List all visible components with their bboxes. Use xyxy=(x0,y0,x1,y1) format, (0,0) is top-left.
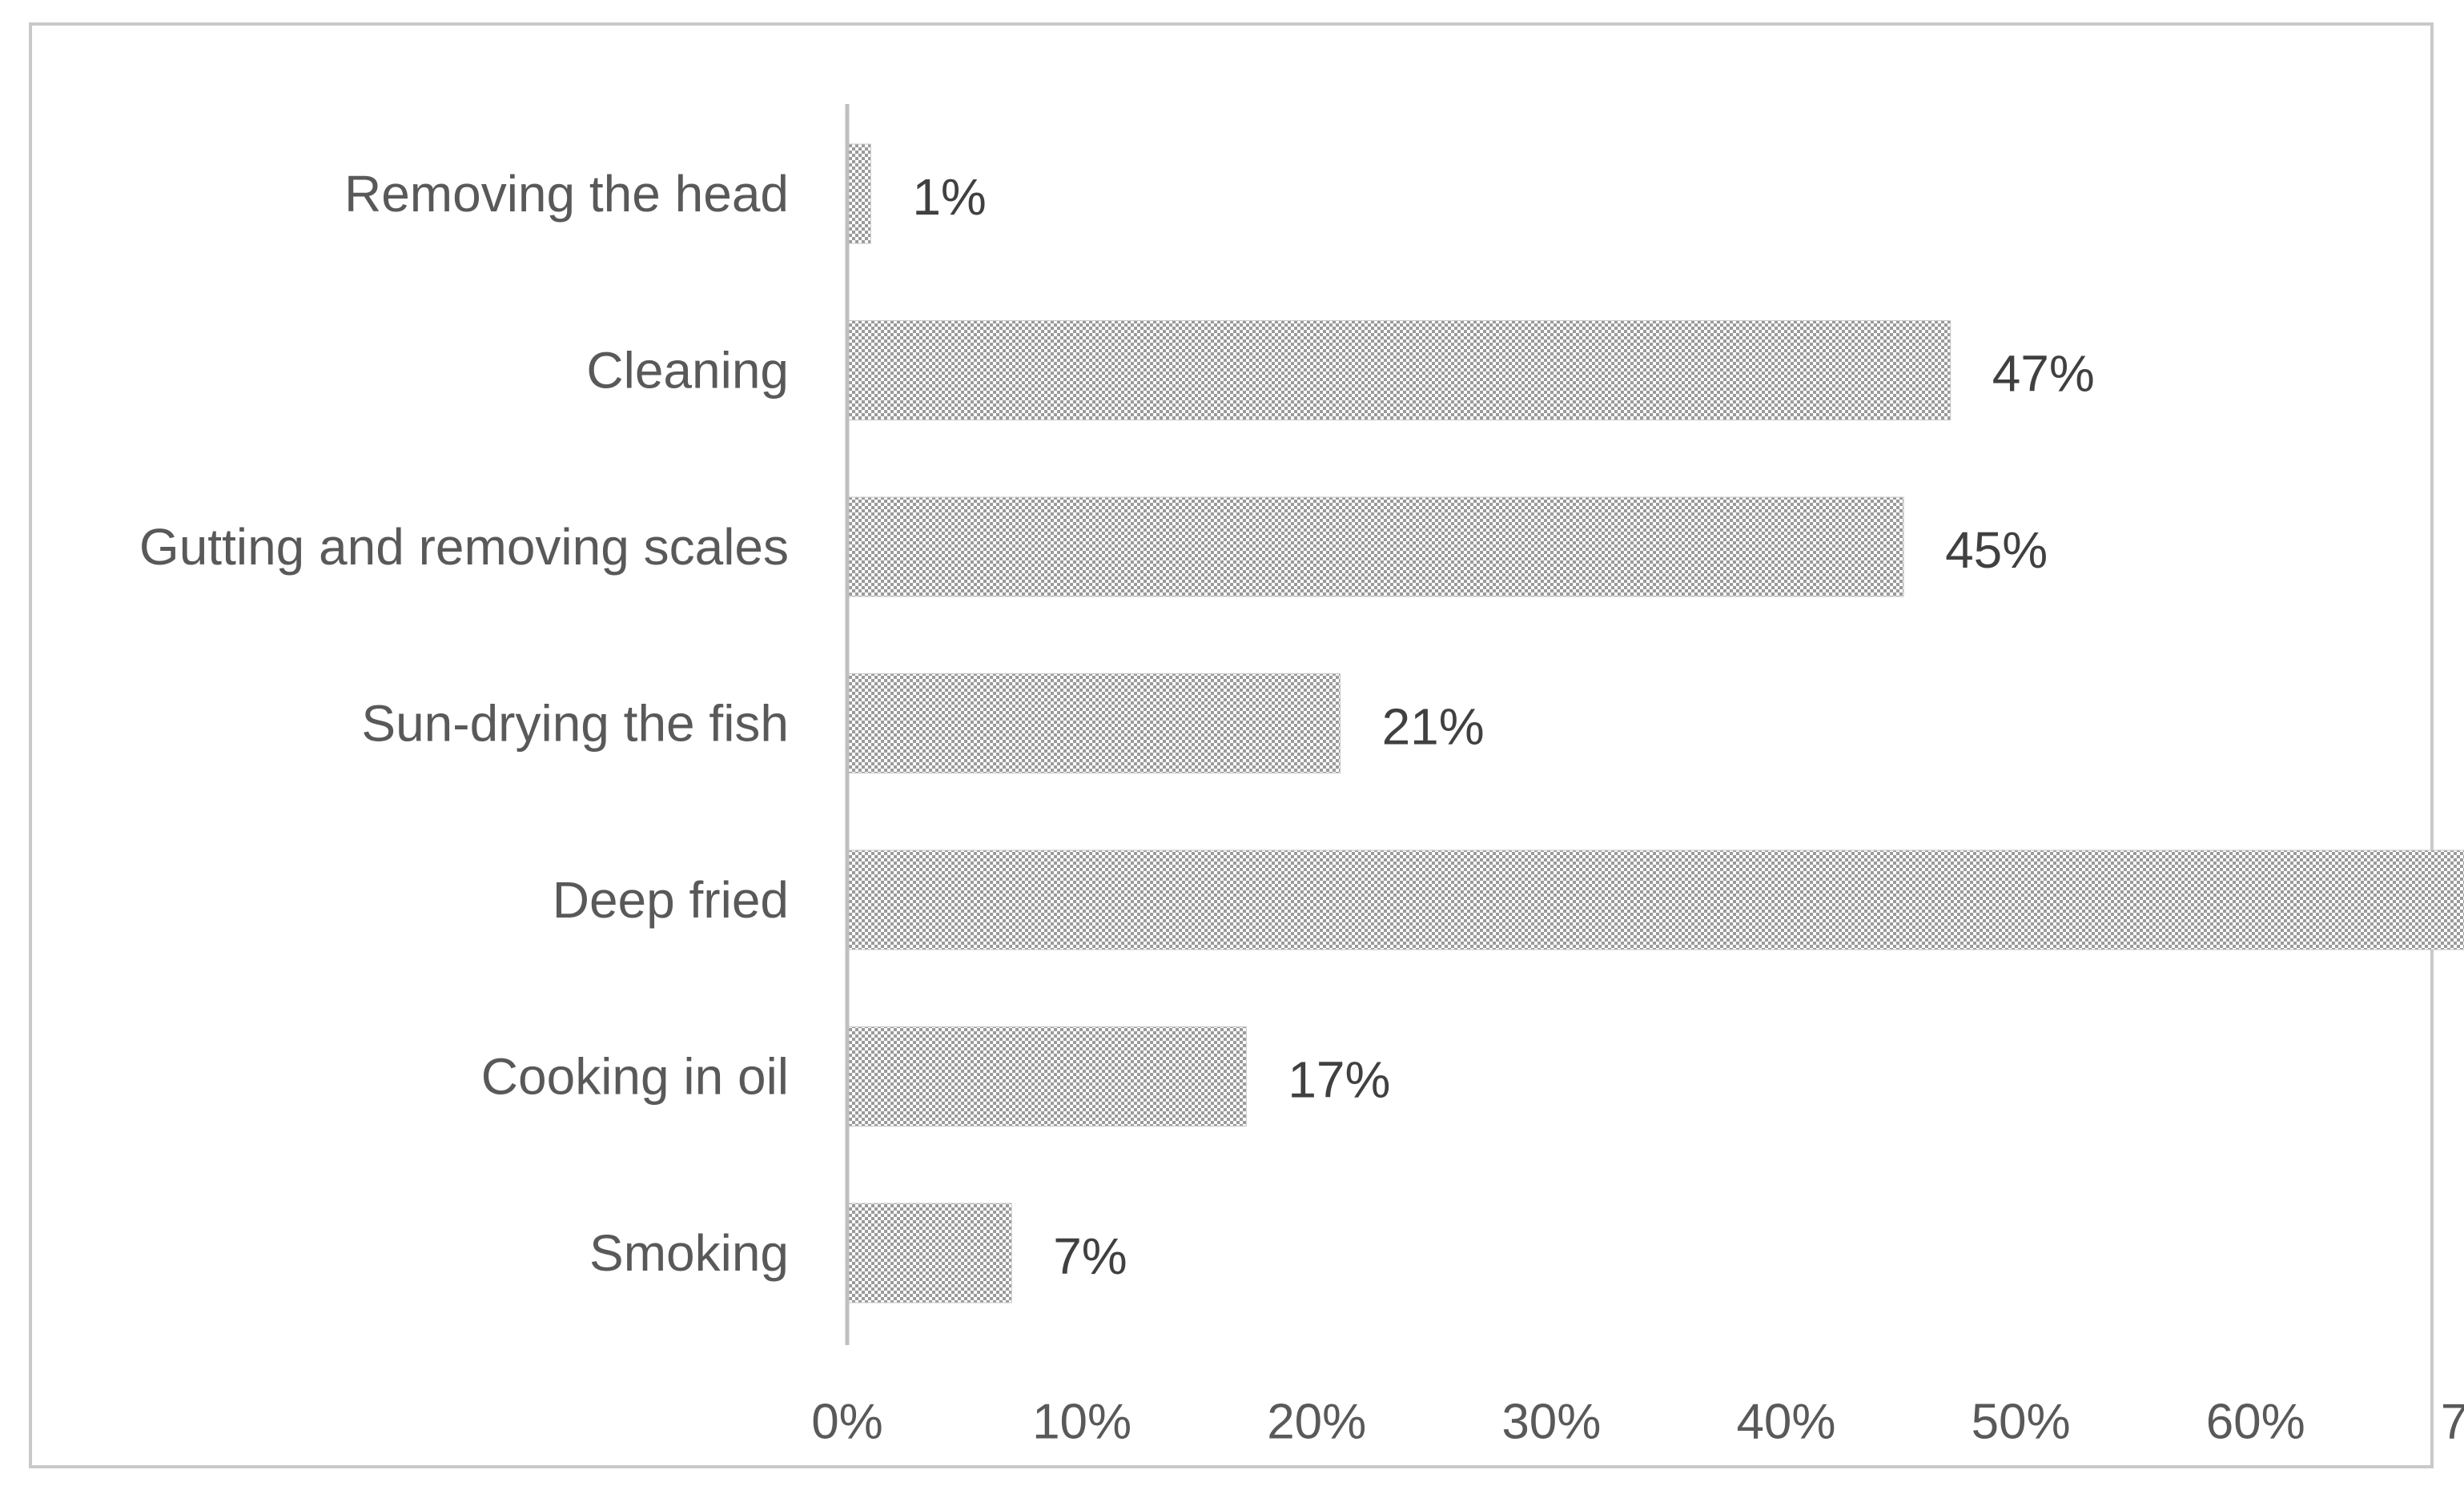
bar-5 xyxy=(846,1026,1247,1127)
bars-group xyxy=(846,143,2464,1303)
value-label-5: 17% xyxy=(1288,1051,1390,1109)
x-tick-label-0: 0% xyxy=(811,1395,883,1450)
category-label-3: Sun-drying the fish xyxy=(361,695,789,753)
x-tick-label-6: 60% xyxy=(2206,1395,2305,1450)
category-labels: Removing the head Cleaning Gutting and rem… xyxy=(139,165,789,1282)
bar-3 xyxy=(846,673,1341,773)
x-tick-label-4: 40% xyxy=(1736,1395,1835,1450)
x-tick-label-2: 20% xyxy=(1267,1395,1366,1450)
category-label-2: Gutting and removing scales xyxy=(139,518,789,576)
bar-6 xyxy=(846,1203,1012,1303)
value-label-0: 1% xyxy=(912,168,987,226)
category-label-4: Deep fried xyxy=(553,871,789,929)
x-tick-label-7: 70% xyxy=(2441,1395,2464,1450)
bar-4 xyxy=(846,849,2464,950)
bar-0 xyxy=(846,143,871,244)
value-labels: 1%47%45%21%70%17%7% xyxy=(912,168,2095,1285)
category-label-0: Removing the head xyxy=(344,165,789,223)
bar-1 xyxy=(846,320,1952,420)
value-label-1: 47% xyxy=(1992,345,2095,403)
x-tick-label-1: 10% xyxy=(1032,1395,1132,1450)
x-tick-label-3: 30% xyxy=(1501,1395,1601,1450)
value-label-3: 21% xyxy=(1382,698,1485,756)
bar-2 xyxy=(846,496,1904,597)
value-label-6: 7% xyxy=(1053,1227,1127,1285)
category-label-5: Cooking in oil xyxy=(481,1048,789,1106)
category-label-1: Cleaning xyxy=(586,342,789,400)
value-label-2: 45% xyxy=(1945,521,2048,579)
x-axis-tick-labels: 0%10%20%30%40%50%60%70%80% xyxy=(811,1395,2464,1450)
x-tick-label-5: 50% xyxy=(1972,1395,2071,1450)
category-label-6: Smoking xyxy=(589,1224,789,1282)
